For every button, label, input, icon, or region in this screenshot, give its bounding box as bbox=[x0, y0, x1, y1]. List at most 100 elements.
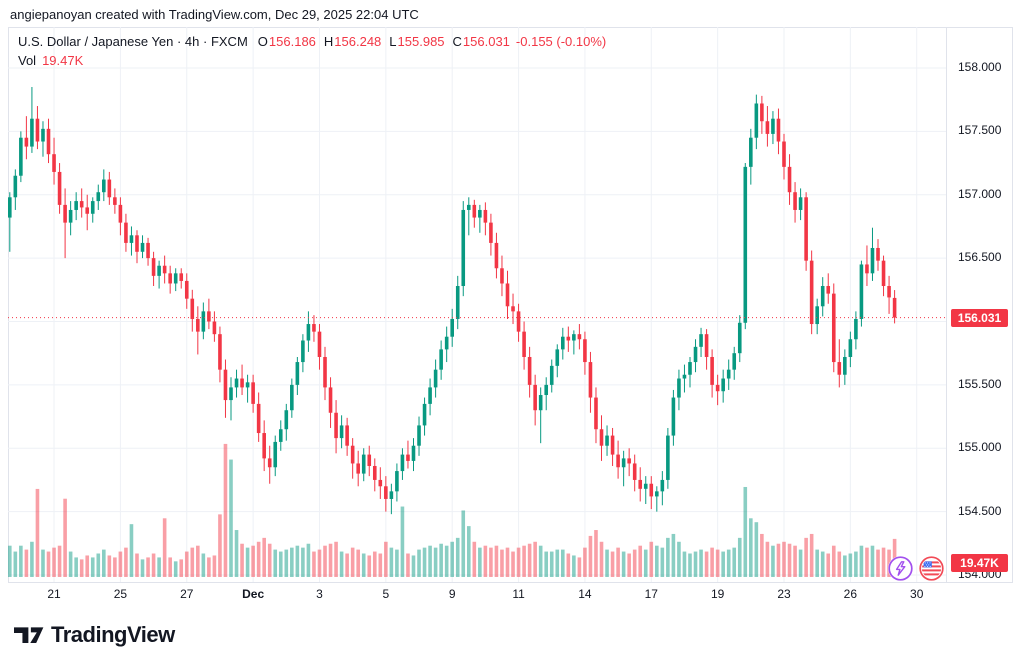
candle-body bbox=[372, 465, 377, 480]
candle-body bbox=[267, 458, 272, 468]
volume-bar bbox=[151, 553, 156, 577]
lightning-button[interactable] bbox=[888, 556, 913, 581]
volume-bar bbox=[184, 551, 189, 577]
candle-body bbox=[505, 283, 510, 307]
volume-bar bbox=[135, 553, 139, 577]
volume-bar bbox=[102, 549, 106, 577]
volume-bar bbox=[146, 557, 150, 577]
volume-bar bbox=[334, 541, 338, 577]
candle-body bbox=[632, 463, 637, 480]
volume-bar bbox=[367, 555, 372, 577]
volume-bar bbox=[511, 551, 515, 577]
volume-bar bbox=[439, 543, 443, 577]
candle-body bbox=[715, 384, 720, 392]
candle-body bbox=[732, 353, 737, 370]
candle-body bbox=[577, 334, 582, 340]
candle-body bbox=[693, 346, 698, 363]
candle-body bbox=[726, 369, 731, 379]
volume-bar bbox=[616, 547, 620, 577]
volume-bar bbox=[682, 551, 687, 577]
candle-body bbox=[384, 486, 388, 499]
candle-body bbox=[378, 479, 383, 487]
volume-bar bbox=[876, 549, 880, 577]
volume-bar bbox=[627, 553, 631, 577]
volume-bar bbox=[245, 547, 250, 577]
candle-body bbox=[793, 192, 797, 210]
candle-body bbox=[278, 429, 283, 442]
candle-body bbox=[245, 382, 250, 388]
us-flag-icon bbox=[919, 556, 944, 581]
candle-body bbox=[146, 242, 150, 259]
volume-bar bbox=[455, 537, 460, 577]
candle-body bbox=[422, 403, 427, 426]
candle-body bbox=[765, 121, 770, 134]
volume-bar bbox=[544, 551, 549, 577]
candle-body bbox=[892, 297, 897, 318]
volume-bar bbox=[450, 541, 454, 577]
volume-bar bbox=[190, 547, 195, 577]
candle-body bbox=[809, 260, 814, 325]
candle-body bbox=[168, 273, 172, 284]
price-axis-label: 158.000 bbox=[958, 60, 1002, 74]
time-scale-separator bbox=[8, 582, 1013, 583]
candle-body bbox=[682, 374, 687, 379]
candle-body bbox=[527, 356, 532, 385]
time-axis-label: 5 bbox=[382, 587, 390, 601]
volume-bar bbox=[262, 537, 266, 577]
volume-bar bbox=[489, 547, 493, 577]
candle-body bbox=[350, 445, 355, 464]
volume-bar bbox=[41, 549, 45, 577]
volume-bar bbox=[793, 545, 797, 577]
volume-bar bbox=[461, 510, 466, 577]
candle-body bbox=[843, 356, 847, 375]
volume-bar bbox=[317, 549, 322, 577]
candle-body bbox=[207, 311, 211, 322]
volume-bar bbox=[273, 549, 278, 577]
volume-bar bbox=[218, 514, 222, 577]
volume-bar bbox=[422, 547, 427, 577]
volume-bar bbox=[350, 547, 355, 577]
candle-body bbox=[583, 339, 587, 363]
candle-body bbox=[52, 154, 56, 172]
candle-body bbox=[57, 171, 62, 205]
price-scale[interactable]: 156.031 19.47K 158.000 157.500 157.000 156.… bbox=[946, 27, 1013, 607]
volume-bar bbox=[815, 549, 819, 577]
candle-body bbox=[35, 118, 40, 142]
candle-body bbox=[317, 331, 322, 357]
candle-body bbox=[312, 324, 316, 332]
candle-body bbox=[599, 429, 604, 446]
candle-body bbox=[771, 118, 775, 134]
volume-bar bbox=[212, 555, 217, 577]
candle-body bbox=[345, 425, 349, 446]
time-axis-label: 26 bbox=[843, 587, 858, 601]
price-axis-label: 157.000 bbox=[958, 186, 1002, 201]
volume-bar bbox=[384, 541, 388, 577]
chart-frame bbox=[8, 27, 1013, 607]
candle-body bbox=[605, 435, 609, 446]
volume-bar bbox=[859, 545, 864, 577]
candle-body bbox=[699, 334, 703, 347]
symbol-title[interactable]: U.S. Dollar / Japanese Yen · 4h · FXCM bbox=[18, 34, 248, 49]
tradingview-logo[interactable]: TradingView bbox=[14, 622, 175, 648]
time-scale[interactable]: 21 25 27 Dec 3 5 9 11 14 17 19 23 26 30 bbox=[8, 583, 1013, 607]
volume-bar bbox=[782, 541, 786, 577]
volume-bar bbox=[472, 541, 477, 577]
price-axis-label: 155.500 bbox=[958, 376, 1002, 391]
economic-calendar-button[interactable] bbox=[919, 556, 944, 581]
volume-bar bbox=[726, 549, 731, 577]
candle-body bbox=[107, 179, 112, 198]
time-axis-label: 14 bbox=[578, 587, 592, 601]
volume-bar bbox=[96, 553, 101, 577]
candle-body bbox=[339, 425, 344, 439]
volume-bar bbox=[46, 551, 51, 577]
volume-bar bbox=[572, 555, 576, 577]
volume-bar bbox=[201, 553, 206, 577]
volume-bar bbox=[583, 547, 587, 577]
candle-body bbox=[389, 491, 394, 499]
price-axis-label: 156.500 bbox=[958, 250, 1002, 265]
candle-body bbox=[417, 425, 421, 446]
price-axis-label: 157.500 bbox=[958, 123, 1002, 138]
candle-body bbox=[837, 362, 842, 375]
close-value: 156.031 bbox=[462, 34, 510, 49]
